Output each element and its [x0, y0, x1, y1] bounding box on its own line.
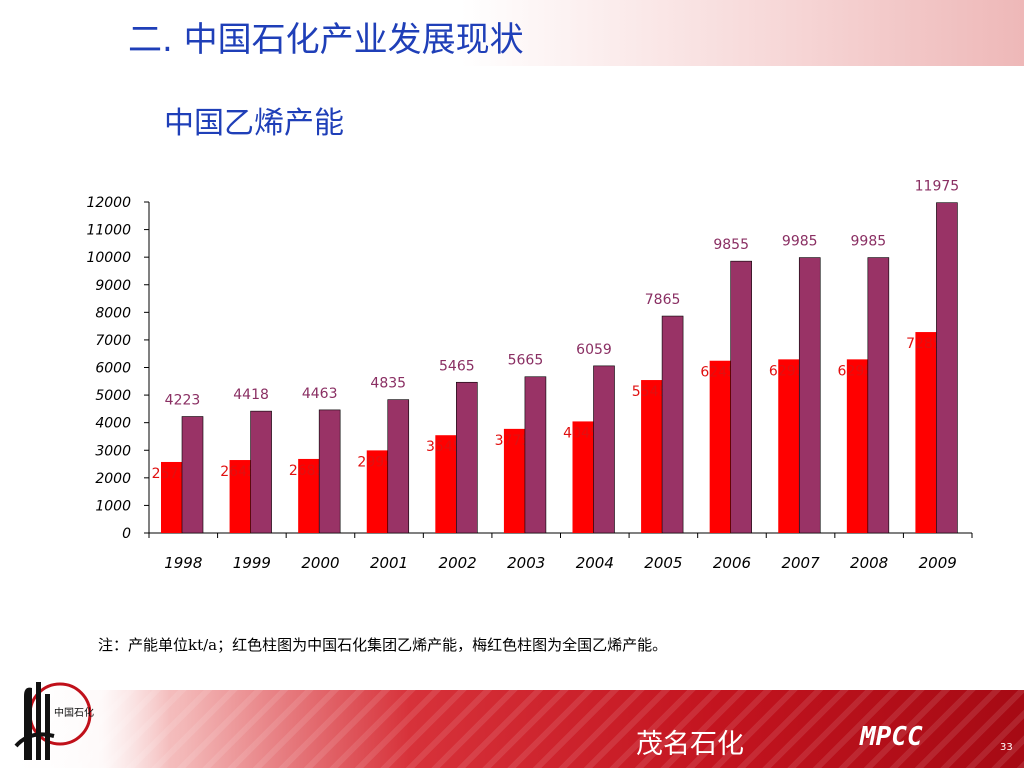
bar-series-2: [593, 365, 615, 534]
footer-stripes: [0, 690, 1024, 768]
y-tick-label: 2000: [95, 471, 131, 487]
chart-title: 中国乙烯产能: [164, 106, 344, 141]
footer-company-en: MPCC: [860, 722, 923, 752]
y-tick-label: 4000: [95, 416, 131, 432]
data-label-series-2: 11975: [915, 179, 960, 195]
data-label-series-2: 5665: [508, 353, 544, 369]
bar-series-1: [503, 428, 525, 533]
data-label-series-2: 6059: [576, 342, 612, 358]
data-label-series-2: 9985: [851, 234, 887, 250]
x-category-label: 2009: [919, 554, 957, 572]
bar-series-2: [661, 315, 684, 534]
data-label-series-1: 6245: [700, 365, 736, 381]
bar-series-2: [456, 381, 478, 534]
y-tick-label: 12000: [86, 195, 131, 211]
x-category-label: 1999: [233, 554, 271, 572]
slide-title: 二. 中国石化产业发展现状: [128, 20, 524, 60]
x-category-label: 2004: [576, 554, 614, 572]
bar-series-2: [798, 257, 821, 534]
bar-series-1: [846, 359, 868, 533]
y-tick-label: 8000: [95, 305, 131, 321]
y-tick-label: 1000: [95, 498, 131, 514]
bar-series-1: [161, 461, 182, 533]
data-label-series-2: 9985: [782, 234, 818, 250]
x-category-label: 2002: [439, 554, 477, 572]
x-category-label: 2003: [507, 554, 545, 572]
x-category-label: 2006: [713, 554, 751, 572]
x-category-label: 2008: [850, 554, 888, 572]
data-label-series-2: 5465: [439, 358, 475, 374]
data-label-series-1: 3775: [495, 433, 531, 449]
data-label-series-2: 4223: [165, 393, 201, 409]
bar-series-1: [229, 460, 251, 533]
x-category-label: 2001: [370, 554, 408, 572]
data-label-series-1: 5545: [632, 384, 668, 400]
data-label-series-1: 2645: [220, 464, 256, 480]
bar-series-1: [778, 359, 800, 533]
y-tick-label: 7000: [95, 333, 131, 349]
bar-series-2: [318, 409, 341, 534]
bar-series-1: [709, 360, 731, 533]
bar-series-1: [915, 332, 937, 533]
data-label-series-2: 9855: [713, 237, 749, 253]
data-label-series-1: 6295: [838, 363, 874, 379]
y-tick-label: 0: [122, 526, 131, 542]
bar-series-1: [435, 435, 457, 533]
data-label-series-1: 7285: [906, 336, 942, 352]
y-tick-label: 5000: [95, 388, 131, 404]
ethylene-capacity-bar-chart: 0 1000 2000 3000 4000 5000 6000 7000 8000 9000 100…: [86, 179, 973, 572]
bar-series-1: [641, 380, 663, 533]
bar-series-2: [387, 399, 410, 534]
data-label-series-2: 4418: [233, 387, 269, 403]
data-label-series-2: 4463: [302, 386, 338, 402]
sinopec-logo-icon: 中国石化: [14, 682, 94, 760]
top-banner: [0, 0, 1024, 66]
y-tick-label: 10000: [86, 250, 131, 266]
data-label-series-1: 2575: [152, 466, 188, 482]
data-label-series-1: 6295: [769, 363, 805, 379]
x-category-label: 1998: [164, 554, 202, 572]
page-number: 33: [1000, 742, 1013, 753]
data-label-series-1: 4045: [563, 425, 599, 441]
data-label-series-1: 2995: [357, 454, 393, 470]
bar-series-1: [298, 458, 320, 533]
bar-series-1: [572, 421, 594, 533]
y-tick-label: 9000: [95, 278, 131, 294]
x-category-label: 2005: [644, 554, 682, 572]
x-category-label: 2000: [301, 554, 339, 572]
y-tick-label: 6000: [95, 361, 131, 377]
footer-band: [0, 690, 1024, 768]
data-label-series-1: 2685: [289, 463, 325, 479]
y-tick-label: 11000: [86, 223, 131, 239]
bar-series-2: [250, 410, 272, 534]
x-category-label: 2007: [781, 554, 820, 572]
bar-series-2: [867, 257, 890, 534]
bar-series-2: [181, 416, 204, 534]
bar-series-2: [936, 202, 958, 534]
chart-note: 注：产能单位kt/a；红色柱图为中国石化集团乙烯产能，梅红色柱图为全国乙烯产能。: [98, 636, 668, 654]
y-tick-label: 3000: [95, 443, 131, 459]
bar-series-1: [366, 450, 388, 533]
data-label-series-2: 4835: [370, 376, 406, 392]
bar-series-2: [524, 376, 547, 534]
footer-company-cn: 茂名石化: [636, 729, 744, 760]
data-label-series-2: 7865: [645, 292, 681, 308]
logo-text: 中国石化: [54, 706, 94, 719]
data-label-series-1: 3545: [426, 439, 462, 455]
bar-series-2: [730, 260, 752, 534]
